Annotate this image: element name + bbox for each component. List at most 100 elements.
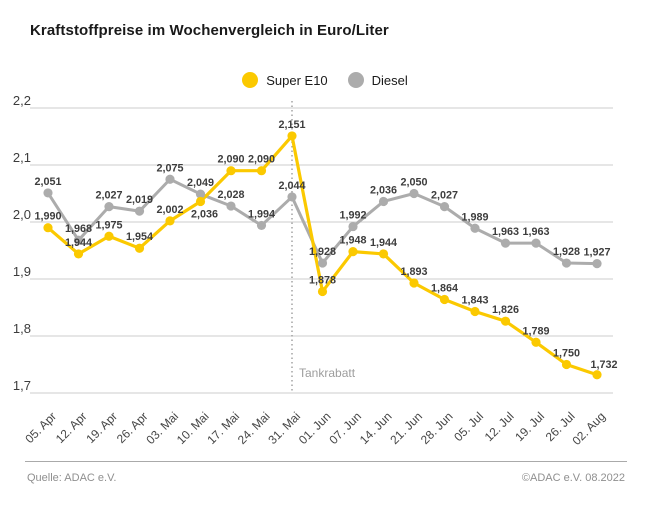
diesel-point-12	[409, 188, 419, 199]
diesel-value-label-12: 2,050	[400, 177, 427, 189]
super-e10-value-label-17: 1,750	[553, 348, 580, 360]
diesel-point-6	[226, 201, 236, 211]
y-axis-tick-label: 2,2	[13, 93, 31, 108]
x-axis-tick-label: 05. Apr	[22, 409, 59, 446]
super-e10-value-label-1: 1,944	[65, 237, 92, 249]
super-e10-value-label-5: 2,036	[191, 208, 218, 220]
super-e10-point-10	[348, 247, 358, 257]
diesel-point-18	[592, 259, 602, 269]
x-axis-tick-label: 03. Mai	[143, 409, 181, 447]
y-axis-tick-label: 2,0	[13, 207, 31, 222]
super-e10-dot-icon	[242, 72, 259, 88]
diesel-value-label-6: 2,028	[217, 189, 244, 201]
diesel-point-9	[317, 258, 328, 268]
super-e10-point-4	[165, 216, 175, 226]
super-e10-value-label-2: 1,975	[95, 219, 122, 231]
diesel-point-4	[165, 174, 175, 184]
super-e10-point-15	[500, 316, 511, 326]
super-e10-value-label-3: 1,954	[126, 231, 153, 243]
diesel-value-label-9: 1,928	[309, 246, 336, 258]
super-e10-point-13	[439, 294, 450, 305]
x-axis-tick-label: 05. Jul	[451, 409, 486, 444]
x-axis-tick-label: 14. Jun	[357, 409, 395, 447]
chart-title: Kraftstoffpreise im Wochenvergleich in E…	[30, 22, 389, 39]
diesel-value-label-5: 2,049	[187, 177, 214, 189]
super-e10-value-label-10: 1,948	[339, 235, 366, 247]
legend-item-diesel: Diesel	[347, 72, 408, 88]
diesel-value-label-1: 1,968	[65, 223, 92, 235]
super-e10-point-17	[561, 359, 572, 370]
diesel-point-3	[134, 206, 145, 216]
diesel-value-label-15: 1,963	[492, 226, 519, 238]
super-e10-value-label-18: 1,732	[590, 359, 617, 371]
diesel-value-label-14: 1,989	[461, 211, 488, 223]
y-axis-tick-label: 1,9	[13, 264, 31, 279]
diesel-point-16	[531, 238, 541, 248]
y-axis-tick-label: 2,1	[13, 150, 31, 165]
diesel-value-label-4: 2,075	[156, 162, 183, 174]
copyright-note: ©ADAC e.V. 08.2022	[521, 472, 625, 484]
super-e10-point-3	[134, 243, 145, 253]
super-e10-point-7	[256, 166, 267, 176]
diesel-point-10	[348, 221, 358, 232]
diesel-point-1	[73, 235, 84, 245]
super-e10-point-18	[592, 370, 602, 380]
diesel-value-label-18: 1,927	[583, 247, 610, 259]
super-e10-value-label-6: 2,090	[217, 154, 244, 166]
super-e10-value-label-16: 1,789	[522, 325, 549, 337]
super-e10-value-label-15: 1,826	[492, 304, 519, 316]
super-e10-point-2	[104, 231, 114, 241]
diesel-dot-icon	[347, 72, 364, 88]
x-axis-tick-label: 31. Mai	[265, 409, 303, 447]
x-axis-tick-label: 17. Mai	[204, 409, 242, 447]
super-e10-point-11	[378, 249, 389, 259]
x-axis-tick-label: 24. Mai	[235, 409, 273, 447]
super-e10-point-0	[43, 223, 53, 233]
super-e10-point-9	[317, 286, 328, 297]
diesel-point-8	[287, 192, 297, 202]
tankrabatt-label: Tankrabatt	[299, 366, 356, 380]
diesel-value-label-13: 2,027	[431, 190, 458, 202]
source-note: Quelle: ADAC e.V.	[27, 472, 117, 484]
super-e10-value-label-8: 2,151	[278, 119, 305, 131]
x-axis-tick-label: 19. Jul	[512, 409, 547, 444]
super-e10-point-1	[73, 249, 84, 259]
diesel-value-label-8: 2,044	[278, 180, 305, 192]
diesel-point-2	[104, 202, 114, 212]
super-e10-point-16	[531, 337, 541, 347]
diesel-point-15	[500, 238, 511, 248]
x-axis-tick-label: 12. Jul	[482, 409, 517, 444]
diesel-value-label-0: 2,051	[34, 176, 61, 188]
footer-divider	[25, 461, 627, 462]
diesel-point-0	[43, 188, 53, 198]
x-axis-tick-label: 10. Mai	[174, 409, 212, 447]
diesel-value-label-3: 2,019	[126, 194, 153, 206]
diesel-value-label-17: 1,928	[553, 246, 580, 258]
diesel-value-label-10: 1,992	[339, 210, 366, 222]
x-axis-tick-label: 21. Jun	[387, 409, 425, 447]
diesel-point-17	[561, 258, 572, 268]
super-e10-value-label-11: 1,944	[370, 237, 397, 249]
super-e10-point-14	[470, 306, 480, 317]
x-axis-tick-label: 19. Apr	[83, 409, 120, 446]
super-e10-value-label-9: 1,878	[309, 275, 336, 287]
x-axis-tick-label: 01. Jun	[296, 409, 334, 447]
diesel-value-label-11: 2,036	[370, 184, 397, 196]
super-e10-value-label-13: 1,864	[431, 283, 458, 295]
x-axis-tick-label: 02. Aug	[569, 409, 608, 448]
super-e10-value-label-12: 1,893	[400, 266, 427, 278]
legend-label-super-e10: Super E10	[266, 72, 328, 88]
x-axis-tick-label: 26. Apr	[114, 409, 151, 446]
chart-legend: Super E10 Diesel	[0, 72, 650, 88]
diesel-point-7	[256, 220, 267, 231]
diesel-point-13	[439, 202, 450, 212]
super-e10-point-12	[409, 278, 419, 288]
super-e10-value-label-4: 2,002	[156, 204, 183, 216]
x-axis-tick-label: 28. Jun	[418, 409, 456, 447]
super-e10-point-5	[195, 196, 206, 207]
legend-label-diesel: Diesel	[371, 72, 408, 88]
diesel-value-label-2: 2,027	[95, 190, 122, 202]
super-e10-value-label-7: 2,090	[248, 154, 275, 166]
